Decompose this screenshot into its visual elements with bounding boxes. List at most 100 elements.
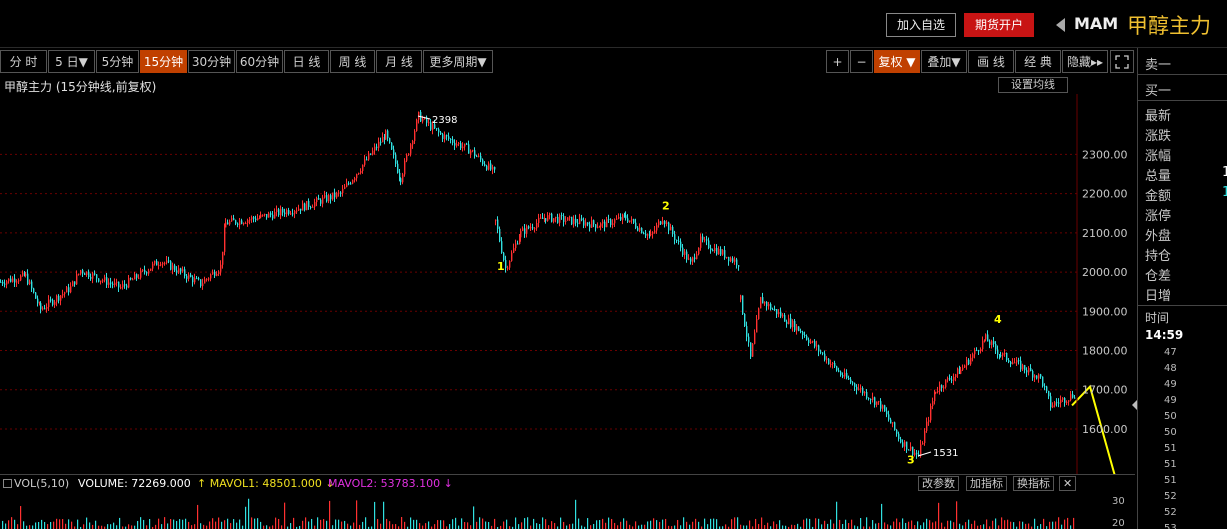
volume-bar	[65, 523, 67, 529]
volume-bar	[362, 521, 364, 529]
volume-bar	[701, 526, 703, 529]
candle	[551, 213, 553, 222]
candle	[322, 197, 324, 204]
tab-daily[interactable]: 日 线	[284, 50, 329, 73]
candle	[631, 219, 633, 221]
volume-bar	[887, 524, 889, 529]
ma-settings-button[interactable]: 设置均线	[998, 77, 1068, 93]
candle	[462, 146, 464, 149]
chart-annotations: 2398 1531	[417, 115, 958, 459]
add-indicator-button[interactable]: 加指标	[966, 476, 1007, 491]
candle	[509, 260, 511, 268]
volume-bar	[101, 525, 103, 529]
candle	[1070, 394, 1072, 401]
candle	[200, 279, 202, 287]
volume-bar	[146, 525, 148, 529]
zoom-out-button[interactable]: −	[850, 50, 873, 73]
tab-15min[interactable]: 15分钟	[140, 50, 187, 73]
candle	[229, 221, 231, 225]
field-daily-increase: 日增	[1145, 289, 1172, 304]
candle	[25, 273, 27, 276]
volume-axis-label: 30	[1112, 496, 1125, 507]
overlay-dropdown[interactable]: 叠加▼	[921, 50, 967, 73]
wave-labels: 12345	[497, 199, 1002, 466]
candle	[140, 270, 142, 278]
tab-more-periods[interactable]: 更多周期▼	[423, 50, 493, 73]
candle	[962, 367, 964, 370]
candle	[941, 385, 943, 389]
volume-bar	[83, 524, 85, 529]
candle	[304, 203, 306, 211]
candle	[266, 213, 268, 218]
candle	[974, 350, 976, 355]
candle	[914, 452, 916, 455]
zoom-in-button[interactable]: +	[826, 50, 849, 73]
volume-bar	[335, 519, 337, 529]
candle	[610, 219, 612, 225]
candle	[312, 206, 314, 208]
y-tick-label: 2000.00	[1082, 266, 1128, 279]
collapse-icon[interactable]	[3, 479, 12, 488]
candle	[876, 401, 878, 405]
volume-bar	[632, 526, 634, 529]
classic-button[interactable]: 经 典	[1015, 50, 1061, 73]
field-limit-up: 涨停	[1145, 209, 1172, 224]
candle	[440, 132, 442, 135]
candle	[344, 186, 346, 189]
tick-time: 51	[1164, 475, 1177, 486]
candle	[591, 220, 593, 228]
price-chart[interactable]: 2398 1531 12345 2300.002200.002100.00200…	[0, 94, 1135, 474]
volume-bar	[233, 519, 235, 529]
candle	[160, 264, 162, 266]
edit-params-button[interactable]: 改参数	[918, 476, 959, 491]
candle	[422, 118, 424, 122]
tab-timeshare[interactable]: 分 时	[0, 50, 47, 73]
switch-indicator-button[interactable]: 换指标	[1013, 476, 1054, 491]
fullscreen-icon[interactable]	[1110, 50, 1134, 73]
close-indicator-button[interactable]: ✕	[1059, 476, 1077, 491]
buy-one-label: 买一	[1145, 84, 1172, 99]
volume-bar	[614, 522, 616, 529]
tab-5day[interactable]: 5 日▼	[48, 50, 95, 73]
add-to-watchlist-button[interactable]: 加入自选	[886, 13, 957, 37]
candle	[842, 375, 844, 377]
volume-bar	[458, 525, 460, 529]
tab-5min[interactable]: 5分钟	[96, 50, 139, 73]
volume-bar	[554, 522, 556, 529]
candle	[614, 219, 616, 224]
tab-weekly[interactable]: 周 线	[330, 50, 375, 73]
volume-bar	[992, 520, 994, 529]
candle	[60, 295, 62, 301]
volume-bar	[809, 518, 811, 529]
volume-bar	[758, 524, 760, 529]
draw-line-button[interactable]: 画 线	[968, 50, 1014, 73]
candle	[245, 223, 247, 225]
tab-30min[interactable]: 30分钟	[188, 50, 235, 73]
candle	[152, 263, 154, 269]
candle	[362, 164, 364, 171]
candle	[192, 277, 194, 283]
tab-monthly[interactable]: 月 线	[376, 50, 422, 73]
scroll-marker-icon[interactable]	[1132, 400, 1137, 410]
tab-60min[interactable]: 60分钟	[236, 50, 283, 73]
candle	[776, 309, 778, 315]
candle	[583, 220, 585, 226]
volume-bar	[188, 521, 190, 529]
y-tick-label: 1700.00	[1082, 384, 1128, 397]
volume-bar	[347, 523, 349, 529]
hide-button[interactable]: 隐藏▸▸	[1062, 50, 1108, 73]
back-arrow-icon[interactable]	[1056, 18, 1065, 32]
candle	[484, 164, 486, 166]
volume-bar	[920, 525, 922, 529]
candle	[380, 141, 382, 143]
field-outer-volume: 外盘	[1145, 229, 1172, 244]
candle	[852, 382, 854, 384]
volume-bar	[587, 518, 589, 529]
candle	[156, 260, 158, 266]
candle	[824, 353, 826, 360]
candle	[922, 443, 924, 445]
candle	[216, 274, 218, 276]
adjust-rights-dropdown[interactable]: 复权 ▼	[874, 50, 920, 73]
futures-open-account-button[interactable]: 期货开户	[964, 13, 1035, 37]
volume-bar	[644, 524, 646, 529]
